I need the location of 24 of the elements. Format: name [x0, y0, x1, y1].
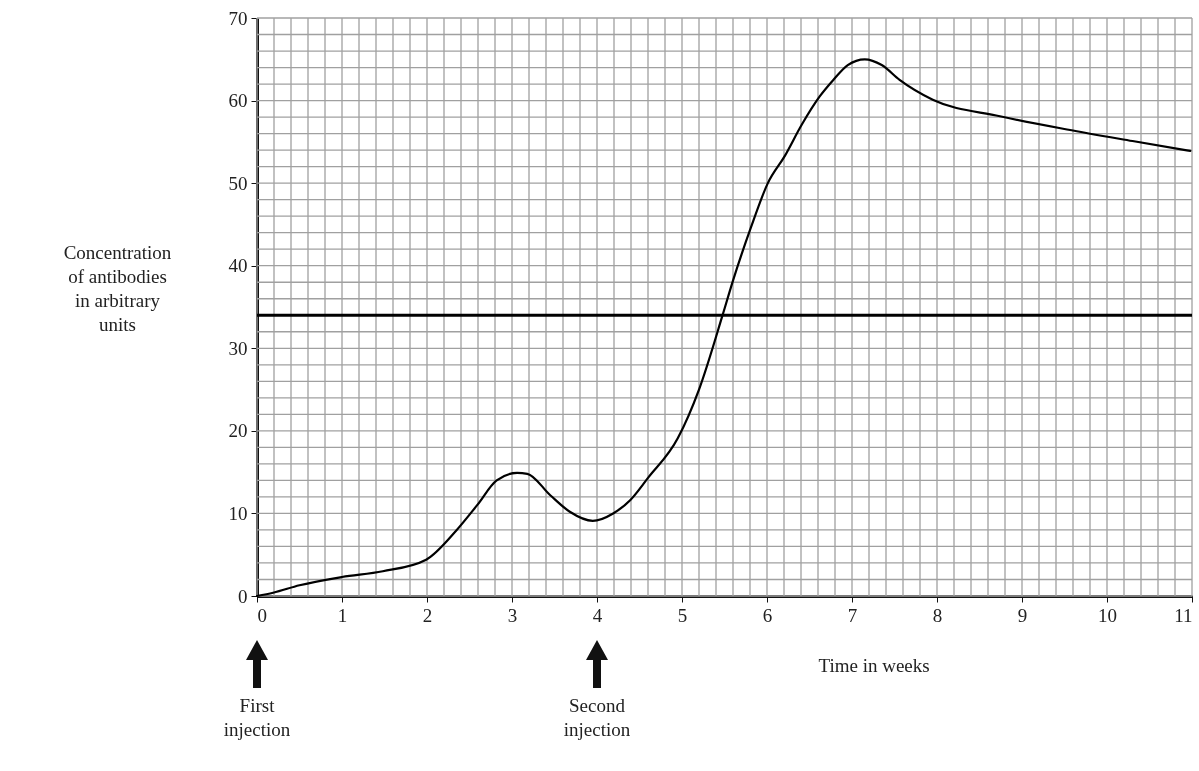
y-tick-label: 40 — [228, 255, 248, 277]
x-tick-label: 9 — [1017, 604, 1028, 626]
y-tick-label: 10 — [228, 502, 248, 524]
x-tick-label: 5 — [677, 604, 688, 626]
text: Second injection — [562, 694, 632, 742]
y-tick-label: 50 — [228, 172, 248, 194]
x-axis-title: Time in weeks — [818, 654, 930, 676]
x-tick-label: 10 — [1098, 604, 1117, 626]
y-tick-label: 60 — [228, 90, 248, 112]
x-tick-label: 6 — [762, 604, 773, 626]
x-tick-label: 0 — [257, 604, 267, 626]
y-tick-label: 0 — [238, 585, 248, 607]
x-tick-label: 3 — [507, 604, 518, 626]
x-tick-label: 7 — [847, 604, 858, 626]
x-tick-label: 4 — [592, 604, 603, 626]
text: First injection — [222, 694, 292, 742]
x-tick-label: 1 — [337, 604, 348, 626]
y-axis-title: Concentration of antibodies in arbitrary units — [63, 241, 172, 335]
y-tick-label: 20 — [228, 420, 248, 442]
x-tick-label: 8 — [932, 604, 943, 626]
y-tick-label: 30 — [228, 337, 248, 359]
x-tick-label: 2 — [422, 604, 433, 626]
x-tick-label: 11 — [1174, 604, 1193, 626]
y-tick-label: 70 — [228, 7, 248, 29]
